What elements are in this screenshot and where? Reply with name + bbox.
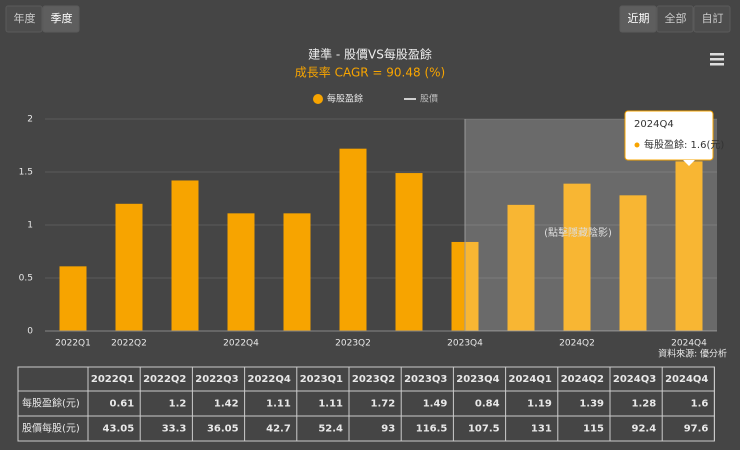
source-note: 資料來源: 優分析 xyxy=(658,348,727,360)
table-header: 2022Q1 xyxy=(91,374,134,385)
tab-button[interactable] xyxy=(619,5,657,33)
y-tick-label: 1 xyxy=(27,221,33,231)
menu-line xyxy=(710,63,724,66)
table-header: 2024Q3 xyxy=(613,374,656,385)
menu-line xyxy=(710,53,724,56)
table-cell: 93 xyxy=(381,424,395,435)
table-cell: 1.2 xyxy=(169,399,187,410)
table-cell: 107.5 xyxy=(468,424,500,435)
bar xyxy=(115,203,143,331)
table-cell: 116.5 xyxy=(416,424,448,435)
x-tick-label: 2022Q1 xyxy=(55,339,91,349)
table-cell: 131 xyxy=(531,424,552,435)
x-tick-label: 2023Q2 xyxy=(335,339,371,349)
table-cell: 115 xyxy=(583,424,604,435)
table-header: 2024Q4 xyxy=(665,374,708,385)
table-cell: 1.28 xyxy=(632,399,657,410)
bar xyxy=(283,213,311,331)
table-cell: 36.05 xyxy=(207,424,239,435)
table-cell: 1.42 xyxy=(214,399,239,410)
tooltip-text: 每股盈餘: 1.6(元) xyxy=(644,138,724,151)
table-header: 2024Q1 xyxy=(509,374,552,385)
x-tick-label: 2023Q4 xyxy=(447,339,483,349)
x-tick-label: 2024Q4 xyxy=(671,339,707,349)
table-header: 2023Q4 xyxy=(456,374,499,385)
table-header: 2022Q2 xyxy=(143,374,186,385)
table-cell: 1.49 xyxy=(423,399,448,410)
tooltip-box xyxy=(624,110,714,161)
bar xyxy=(619,195,647,331)
y-tick-label: 0 xyxy=(27,327,33,337)
y-tick-label: 0.5 xyxy=(19,274,33,284)
table-cell: 0.61 xyxy=(110,399,135,410)
table-cell: 1.72 xyxy=(371,399,396,410)
table-row-label: 每股盈餘(元) xyxy=(22,397,80,410)
table-cell: 1.19 xyxy=(527,399,552,410)
bar xyxy=(59,266,87,331)
x-tick-label: 2024Q2 xyxy=(559,339,595,349)
x-tick-label: 2022Q2 xyxy=(111,339,147,349)
table-frame xyxy=(17,366,715,442)
table-header: 2023Q2 xyxy=(352,374,395,385)
chart-title: 建準 - 股價VS每股盈餘 xyxy=(308,47,432,62)
tab-label[interactable]: 年度 xyxy=(14,11,36,25)
table-row-label: 股價每股(元) xyxy=(22,422,80,435)
tooltip-marker xyxy=(634,142,640,148)
table-cell: 97.6 xyxy=(684,424,709,435)
tab-label[interactable]: 自訂 xyxy=(702,11,724,25)
table-header: 2022Q4 xyxy=(248,374,291,385)
bar xyxy=(395,173,423,331)
table-cell: 33.3 xyxy=(162,424,187,435)
tab-label[interactable]: 近期 xyxy=(628,12,650,25)
bar xyxy=(507,204,535,331)
tooltip-title: 2024Q4 xyxy=(634,119,674,130)
tab-button[interactable] xyxy=(656,5,694,33)
y-tick-label: 1.5 xyxy=(19,168,33,178)
tooltip-pointer xyxy=(683,160,695,166)
menu-button[interactable] xyxy=(707,50,727,68)
table-cell: 42.7 xyxy=(266,424,291,435)
bar xyxy=(563,183,591,331)
legend-marker[interactable] xyxy=(313,94,323,104)
tab-button[interactable] xyxy=(42,5,80,33)
table-cell: 92.4 xyxy=(632,424,657,435)
legend-label[interactable]: 股價 xyxy=(420,94,438,105)
table-header: 2023Q1 xyxy=(300,374,343,385)
tab-label[interactable]: 季度 xyxy=(51,11,73,25)
table-cell: 43.05 xyxy=(103,424,135,435)
table-cell: 1.11 xyxy=(318,399,343,410)
bar xyxy=(675,161,703,331)
table-cell: 52.4 xyxy=(318,424,343,435)
bar xyxy=(339,148,367,331)
chart-subtitle: 成長率 CAGR = 90.48 (%) xyxy=(295,65,445,80)
table-cell: 1.11 xyxy=(266,399,291,410)
x-tick-label: 2022Q4 xyxy=(223,339,259,349)
table-header: 2024Q2 xyxy=(561,374,604,385)
bar xyxy=(171,180,199,331)
menu-line xyxy=(710,58,724,61)
table-header: 2022Q3 xyxy=(195,374,238,385)
table-cell: 0.84 xyxy=(475,399,500,410)
y-tick-label: 2 xyxy=(27,115,33,125)
tab-button[interactable] xyxy=(693,5,731,33)
tab-label[interactable]: 全部 xyxy=(665,11,687,25)
table-cell: 1.39 xyxy=(579,399,604,410)
table-header: 2023Q3 xyxy=(404,374,447,385)
table-cell: 1.6 xyxy=(691,399,709,410)
legend-label[interactable]: 每股盈餘 xyxy=(327,93,363,105)
tab-button[interactable] xyxy=(5,5,43,33)
bar xyxy=(227,213,255,331)
shade-note[interactable]: (點擊隱藏陰影) xyxy=(544,226,612,239)
